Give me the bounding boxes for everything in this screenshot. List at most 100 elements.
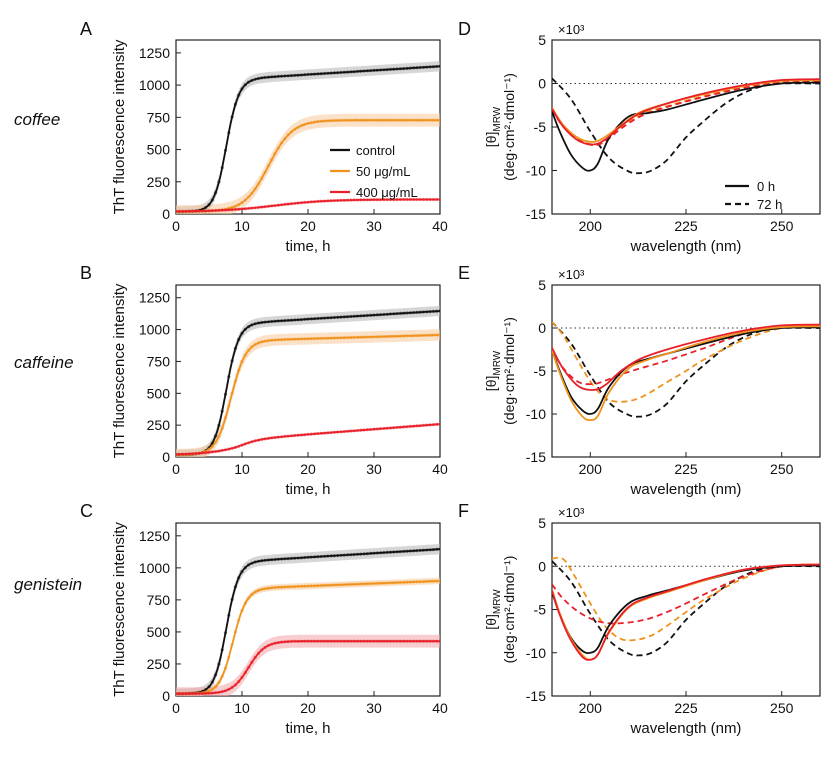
y-axis-label: [θ]MRW: [483, 589, 503, 630]
y-tick-label: 500: [147, 142, 171, 158]
series-line-control: [176, 310, 440, 456]
plot-area: [176, 544, 440, 696]
x-tick-label: 225: [674, 461, 698, 477]
panel-D: D 200 225 250 -15 -10 -5 0 5 wavelength (nm) [θ]MR…: [458, 19, 821, 255]
x-axis-label: wavelength (nm): [630, 238, 742, 255]
x-axis-label: wavelength (nm): [630, 481, 742, 498]
x-tick-label: 250: [770, 700, 794, 716]
cd-line-control 0 h: [552, 564, 820, 655]
y-axis-units: (deg·cm²·dmol⁻¹): [501, 73, 517, 181]
panel-letter: C: [80, 501, 93, 521]
cd-line-control 0 h: [552, 81, 820, 172]
y-tick-label: 750: [147, 353, 171, 369]
legend-label: 72 h: [757, 197, 782, 212]
y-tick-label: 0: [162, 206, 170, 222]
panel-letter: E: [458, 263, 470, 283]
x-tick-label: 225: [674, 218, 698, 234]
y-tick-label: -10: [526, 163, 546, 179]
x-tick-label: 30: [366, 461, 382, 477]
plot-area: [552, 321, 820, 421]
cd-line-50 μg/mL 0 h: [552, 325, 820, 421]
y-axis-units: (deg·cm²·dmol⁻¹): [501, 317, 517, 425]
x-tick-label: 0: [172, 461, 180, 477]
x-tick-label: 30: [366, 700, 382, 716]
x-tick-label: 200: [579, 461, 603, 477]
series-line-50 μg/mL: [176, 334, 440, 456]
cd-line-control 72 h: [552, 560, 820, 657]
row-label-coffee: coffee: [14, 110, 60, 129]
y-axis-units: (deg·cm²·dmol⁻¹): [501, 556, 517, 664]
y-tick-label: 5: [538, 277, 546, 293]
y-tick-label: 0: [162, 688, 170, 704]
y-tick-label: -5: [534, 119, 547, 135]
plot-area: [176, 305, 440, 457]
plot-area: [552, 77, 820, 175]
plot-area: [176, 61, 440, 214]
y-axis-label-sub: MRW: [492, 106, 503, 131]
y-tick-label: 250: [147, 417, 171, 433]
x-tick-label: 200: [579, 218, 603, 234]
cd-line-50 μg/mL 0 h: [552, 79, 820, 143]
plot-frame: [551, 39, 821, 215]
y-tick-label: 250: [147, 174, 171, 190]
y-tick-label: 500: [147, 624, 171, 640]
x-tick-label: 30: [366, 218, 382, 234]
row-label-genistein: genistein: [14, 575, 82, 594]
panel-letter: D: [458, 19, 471, 39]
panel-E: E 200 225 250 -15 -10 -5 0 5 wavelength (nm) [θ]MR…: [458, 263, 821, 498]
y-tick-label: 5: [538, 515, 546, 531]
x-axis-label: time, h: [285, 481, 330, 498]
y-axis-label: ThT fluorescence intensity: [111, 39, 128, 214]
cd-line-50 μg/mL 72 h: [552, 80, 820, 146]
legend-label: 400 μg/mL: [356, 185, 418, 200]
x-tick-label: 0: [172, 218, 180, 234]
y-axis-label-main: [θ]: [483, 614, 499, 630]
series-line-control: [176, 548, 440, 695]
cd-line-control 0 h: [552, 326, 820, 415]
y-tick-label: 5: [538, 32, 546, 48]
y-tick-label: 1000: [139, 322, 170, 338]
y-tick-label: 250: [147, 656, 171, 672]
x-tick-label: 10: [234, 461, 250, 477]
y-axis-label-sub: MRW: [492, 589, 503, 614]
series-line-400 μg/mL: [176, 198, 440, 213]
legend-label: control: [356, 143, 395, 158]
x-axis-label: time, h: [285, 720, 330, 737]
y-tick-label: -15: [526, 688, 546, 704]
x-tick-label: 20: [300, 700, 316, 716]
plot-frame: [551, 522, 821, 697]
y-axis-label: ThT fluorescence intensity: [111, 283, 128, 458]
legend-label: 0 h: [757, 179, 775, 194]
panel-C: C 0 10 20 30 40 0 250 500 750 1000 1250 time, h ThT f…: [80, 501, 448, 737]
y-tick-label: -15: [526, 449, 546, 465]
y-tick-label: -10: [526, 645, 546, 661]
axis-exponent: ×10³: [558, 267, 585, 282]
series-line-400 μg/mL: [176, 640, 440, 695]
cd-line-control 72 h: [552, 321, 820, 418]
y-axis-label: [θ]MRW: [483, 106, 503, 147]
panel-B: B 0 10 20 30 40 0 250 500 750 1000 1250 time, h ThT f…: [80, 263, 448, 498]
cd-line-400 μg/mL 72 h: [552, 324, 820, 386]
y-tick-label: 1250: [139, 45, 170, 61]
x-tick-label: 0: [172, 700, 180, 716]
cd-line-50 μg/mL 72 h: [552, 321, 820, 403]
y-axis-label: ThT fluorescence intensity: [111, 522, 128, 697]
y-tick-label: 0: [162, 449, 170, 465]
y-axis-label: [θ]MRW: [483, 350, 503, 391]
y-tick-label: 1000: [139, 77, 170, 93]
y-tick-label: -5: [534, 363, 547, 379]
x-tick-label: 40: [432, 461, 448, 477]
y-axis-label-main: [θ]: [483, 376, 499, 392]
panel-letter: A: [80, 19, 92, 39]
series-line-control: [176, 65, 440, 213]
y-tick-label: 0: [538, 320, 546, 336]
axis-exponent: ×10³: [558, 22, 585, 37]
panel-A: A 0 10 20 30 40 0 250 500 750 1000 1250 time, h ThT f…: [80, 19, 448, 255]
x-tick-label: 250: [770, 218, 794, 234]
legend-label: 50 μg/mL: [356, 164, 410, 179]
panel-F: F 200 225 250 -15 -10 -5 0 5 wavelength (nm) [θ]MR…: [458, 501, 821, 737]
x-tick-label: 10: [234, 700, 250, 716]
x-tick-label: 40: [432, 218, 448, 234]
